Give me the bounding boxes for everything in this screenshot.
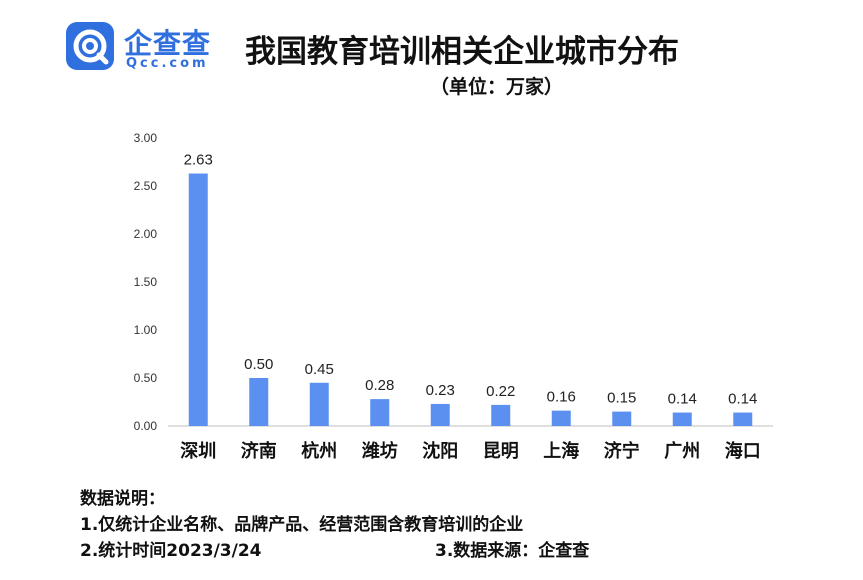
data-label: 0.23: [426, 382, 455, 399]
bar: [430, 403, 450, 426]
chart-subtitle: （单位：万家）: [430, 76, 564, 98]
data-label: 2.63: [184, 152, 213, 169]
data-label: 0.14: [668, 391, 697, 408]
data-label: 0.50: [244, 356, 273, 373]
chart-title: 我国教育培训相关企业城市分布: [245, 34, 679, 70]
bar: [188, 173, 208, 426]
logo-name: 企查查: [124, 27, 212, 60]
x-tick-label: 深圳: [180, 440, 216, 462]
x-tick-label: 上海: [543, 440, 579, 462]
note-source: 3.数据来源：企查查: [435, 541, 590, 561]
y-tick-label: 1.00: [134, 323, 158, 337]
x-tick-label: 济南: [241, 440, 277, 462]
bar: [733, 412, 753, 426]
x-tick-label: 广州: [664, 440, 700, 462]
y-tick-label: 0.50: [134, 371, 158, 385]
x-tick-label: 潍坊: [362, 440, 398, 462]
bar-chart: 0.00 0.50 1.00 1.50 2.00 2.50 3.00 2.63 深圳 0.50 济南…: [134, 131, 773, 462]
bar: [551, 410, 571, 426]
bar: [612, 411, 632, 426]
x-tick-label: 昆明: [483, 441, 519, 462]
x-tick-label: 沈阳: [422, 440, 458, 462]
notes-heading: 数据说明：: [80, 489, 165, 509]
bar: [491, 404, 511, 426]
x-tick-label: 济宁: [604, 440, 640, 462]
data-label: 0.14: [728, 391, 757, 408]
bar: [249, 378, 269, 426]
y-tick-label: 1.50: [134, 275, 158, 289]
y-tick-label: 0.00: [134, 419, 158, 433]
data-label: 0.16: [547, 389, 576, 406]
bar: [370, 399, 390, 426]
data-label: 0.28: [365, 377, 394, 394]
data-notes: 数据说明： 1.仅统计企业名称、品牌产品、经营范围含教育培训的企业 2.统计时间…: [80, 486, 800, 564]
data-label: 0.22: [486, 383, 515, 400]
qcc-logo-icon: [66, 22, 114, 70]
data-label: 0.15: [607, 390, 636, 407]
bar: [672, 412, 692, 426]
y-tick-label: 2.50: [134, 179, 158, 193]
y-tick-label: 3.00: [134, 131, 158, 145]
data-label: 0.45: [305, 361, 334, 378]
y-tick-label: 2.00: [134, 227, 158, 241]
brand-logo: 企查查 Qcc.com: [66, 22, 236, 74]
note-date: 2.统计时间2023/3/24: [80, 541, 262, 561]
x-tick-label: 杭州: [301, 440, 337, 462]
bar: [309, 382, 329, 426]
x-tick-label: 海口: [725, 440, 761, 462]
note-scope: 1.仅统计企业名称、品牌产品、经营范围含教育培训的企业: [80, 515, 524, 535]
logo-url: Qcc.com: [126, 56, 209, 71]
